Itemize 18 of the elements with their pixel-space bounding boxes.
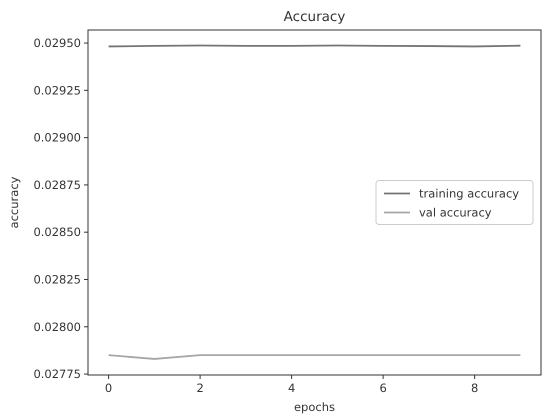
x-tick-label: 0	[104, 381, 112, 395]
x-tick-label: 8	[470, 381, 478, 395]
y-tick-label: 0.02950	[33, 36, 81, 50]
y-tick-label: 0.02800	[33, 320, 81, 334]
chart-title: Accuracy	[284, 9, 346, 25]
x-tick-label: 2	[196, 381, 204, 395]
legend-label: val accuracy	[419, 206, 492, 220]
legend-label: training accuracy	[419, 186, 520, 200]
y-tick-label: 0.02850	[33, 225, 81, 240]
y-tick-label: 0.02875	[33, 178, 81, 192]
y-tick-label: 0.02775	[33, 367, 81, 382]
x-tick-label: 6	[379, 381, 387, 395]
x-tick-label: 4	[288, 381, 296, 395]
y-axis-title: accuracy	[7, 176, 21, 228]
y-tick-label: 0.02900	[33, 130, 81, 145]
y-tick-label: 0.02925	[33, 83, 81, 98]
y-tick-label: 0.02825	[33, 272, 81, 286]
x-axis-title: epochs	[294, 400, 336, 414]
